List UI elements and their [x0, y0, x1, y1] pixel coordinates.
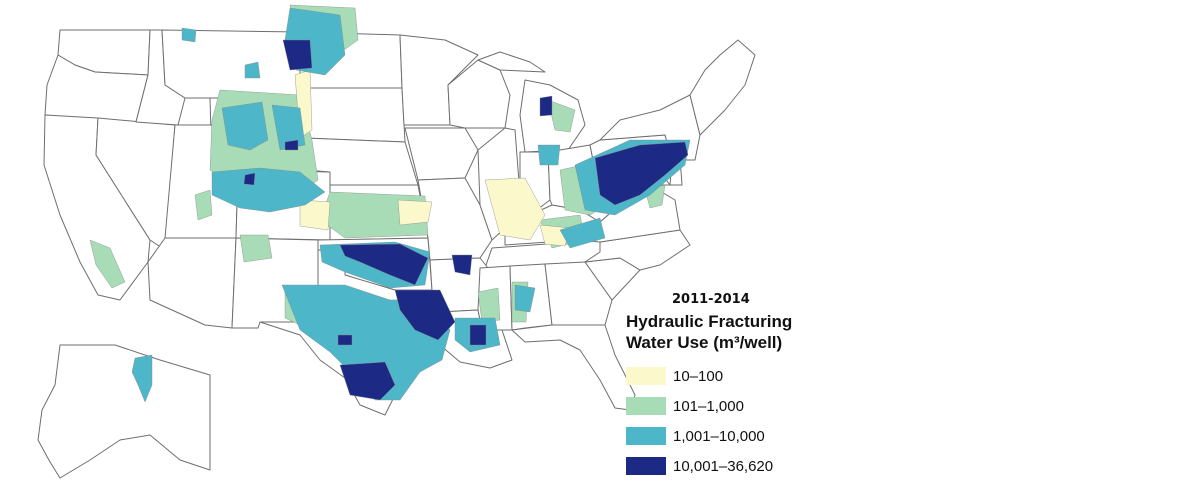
region-michigan-navy	[539, 95, 553, 117]
state-new-england	[689, 39, 756, 136]
state-alaska	[37, 344, 211, 479]
region-wyoming-navy	[284, 139, 299, 151]
region-haynesville-navy	[469, 324, 487, 346]
state-georgia	[544, 261, 613, 326]
region-texas-central-navy	[394, 289, 456, 341]
legend: 2011-2014 Hydraulic Fracturing Water Use…	[626, 292, 856, 485]
legend-label: 101–1,000	[673, 397, 744, 415]
state-south-dakota	[299, 87, 406, 143]
region-mississippi-teal	[514, 284, 536, 313]
legend-swatch	[626, 367, 666, 385]
legend-label: 1,001–10,000	[673, 427, 765, 445]
region-arkansas-navy	[451, 254, 473, 276]
water-use-regions	[89, 4, 691, 403]
legend-item: 101–1,000	[626, 395, 856, 417]
legend-swatch	[626, 397, 666, 415]
legend-swatch	[626, 427, 666, 445]
region-alaska-teal	[131, 354, 153, 403]
state-iowa	[404, 127, 479, 181]
region-bakken-navy	[282, 39, 313, 71]
region-colorado-light	[239, 234, 273, 263]
region-illinois-yellow	[484, 177, 546, 241]
region-kansas-yellow	[397, 199, 433, 226]
region-michigan-light	[547, 99, 576, 133]
region-montana-teal	[244, 61, 261, 79]
legend-title-line1: Hydraulic Fracturing	[626, 312, 793, 331]
legend-label: 10,001–36,620	[673, 457, 774, 475]
state-florida	[511, 324, 636, 411]
region-michigan-teal	[537, 144, 561, 166]
legend-label: 10–100	[673, 367, 724, 385]
region-oklahoma-navy	[339, 243, 429, 286]
legend-item: 1,001–10,000	[626, 425, 856, 447]
legend-item: 10,001–36,620	[626, 455, 856, 477]
state-arizona	[147, 237, 237, 329]
legend-item: 10–100	[626, 365, 856, 387]
region-utah-light	[194, 189, 213, 221]
region-kentucky-teal	[559, 217, 606, 249]
state-north-carolina	[584, 229, 691, 271]
region-colorado-yellow	[299, 199, 331, 231]
region-mississippi-light	[477, 287, 501, 323]
region-wyoming-east-teal	[271, 104, 306, 151]
state-missouri	[417, 177, 493, 261]
state-michigan-up	[477, 51, 546, 73]
region-wyoming-teal	[221, 101, 269, 151]
region-colorado-navy	[243, 172, 256, 186]
region-texas-west-navy	[337, 334, 353, 346]
region-eagle-ford-navy	[339, 361, 396, 401]
region-marcellus-navy	[594, 141, 689, 206]
legend-year: 2011-2014	[672, 292, 750, 307]
region-washington-teal	[181, 27, 197, 43]
legend-swatch	[626, 457, 666, 475]
region-california-light	[89, 239, 126, 289]
legend-title: Hydraulic Fracturing Water Use (m³/well)	[626, 311, 856, 353]
region-colorado-teal	[211, 167, 326, 213]
legend-title-line2: Water Use (m³/well)	[626, 333, 783, 352]
